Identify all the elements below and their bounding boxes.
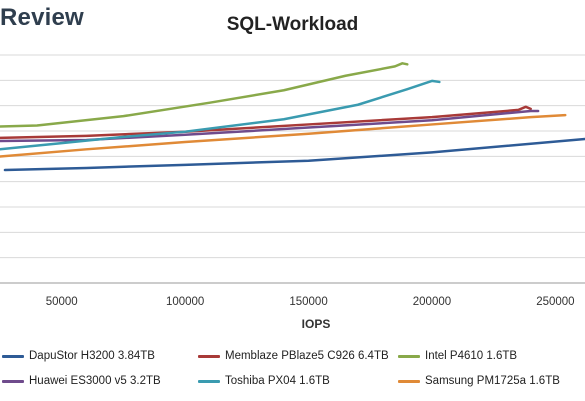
legend-swatch: [2, 379, 24, 383]
legend-item: Huawei ES3000 v5 3.2TB: [2, 371, 161, 391]
series-line-3: [0, 62, 409, 128]
brand-logo-text: Review: [0, 4, 84, 31]
x-tick-label: 100000: [166, 296, 204, 308]
series-lines: [0, 62, 585, 172]
legend-label: Huawei ES3000 v5 3.2TB: [29, 375, 161, 387]
legend-swatch: [398, 354, 420, 358]
legend-label: Intel P4610 1.6TB: [425, 350, 518, 362]
line-chart: 50000 100000 150000 200000 250000 IOPS: [0, 54, 585, 331]
legend-item: Toshiba PX04 1.6TB: [198, 371, 330, 391]
series-line-1: [3, 137, 585, 172]
legend: DapuStor H3200 3.84TB Memblaze PBlaze5 C9…: [0, 346, 585, 396]
x-tick-label: 200000: [413, 296, 451, 308]
legend-item: Samsung PM1725a 1.6TB: [398, 371, 560, 391]
chart-title: SQL-Workload: [226, 14, 359, 35]
legend-item: Intel P4610 1.6TB: [398, 346, 517, 366]
legend-swatch: [2, 354, 24, 358]
series-line-6: [0, 113, 567, 158]
legend-swatch: [198, 379, 220, 383]
legend-swatch: [398, 379, 420, 383]
legend-item: DapuStor H3200 3.84TB: [2, 346, 155, 366]
legend-swatch: [198, 354, 220, 358]
series-line-2: [0, 105, 532, 140]
x-tick-label: 50000: [46, 296, 78, 308]
legend-item: Memblaze PBlaze5 C926 6.4TB: [198, 346, 389, 366]
x-axis-label: IOPS: [302, 317, 331, 331]
gridlines: [0, 54, 585, 284]
x-tick-label: 150000: [289, 296, 327, 308]
legend-label: Memblaze PBlaze5 C926 6.4TB: [225, 350, 389, 362]
series-line-5: [0, 79, 441, 151]
x-tick-labels: 50000 100000 150000 200000 250000: [46, 296, 575, 308]
legend-label: Samsung PM1725a 1.6TB: [425, 375, 560, 387]
x-tick-label: 250000: [536, 296, 574, 308]
legend-label: Toshiba PX04 1.6TB: [225, 375, 330, 387]
legend-label: DapuStor H3200 3.84TB: [29, 350, 155, 362]
